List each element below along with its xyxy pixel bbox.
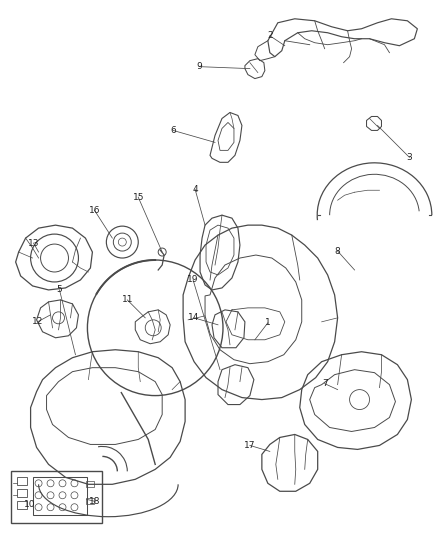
Text: 12: 12 [32, 317, 43, 326]
Text: 19: 19 [187, 276, 199, 285]
Text: 13: 13 [28, 239, 39, 247]
Text: 11: 11 [121, 295, 133, 304]
Text: 15: 15 [133, 193, 144, 201]
Text: 17: 17 [244, 441, 256, 450]
Text: 3: 3 [406, 153, 412, 162]
Text: 5: 5 [57, 286, 62, 294]
Bar [17, 501, 27, 509]
Text: 1: 1 [265, 318, 271, 327]
Bar [86, 498, 95, 504]
Text: 7: 7 [322, 379, 328, 388]
Bar [86, 481, 95, 487]
Bar [32, 478, 88, 515]
Text: 2: 2 [267, 31, 272, 40]
Text: 16: 16 [88, 206, 100, 215]
Bar [17, 489, 27, 497]
Text: 14: 14 [188, 313, 200, 322]
Text: 18: 18 [88, 497, 100, 506]
Text: 10: 10 [24, 500, 35, 508]
Text: 8: 8 [335, 247, 340, 255]
Bar [17, 478, 27, 486]
Text: 4: 4 [192, 185, 198, 194]
Text: 6: 6 [170, 126, 176, 135]
Bar [11, 471, 102, 523]
Text: 9: 9 [196, 62, 202, 71]
